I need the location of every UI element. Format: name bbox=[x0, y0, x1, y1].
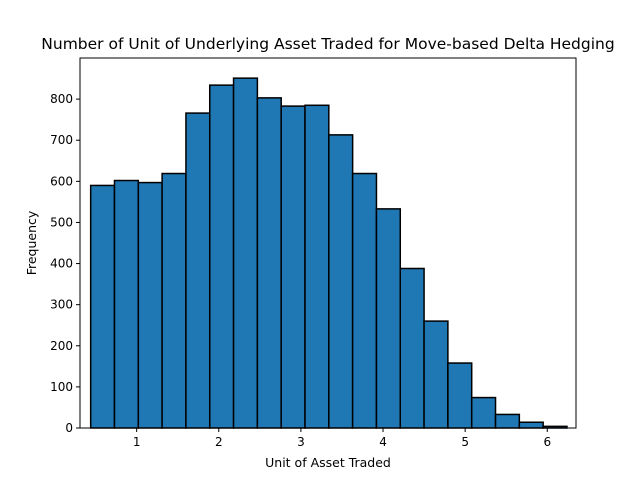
x-tick-label: 5 bbox=[461, 435, 469, 449]
histogram-bar bbox=[161, 172, 187, 429]
histogram-bar bbox=[304, 104, 330, 429]
y-axis-ticks: 0 100 200 300 400 500 600 700 800 bbox=[50, 92, 80, 435]
histogram-bar bbox=[518, 421, 544, 429]
y-tick-label: 500 bbox=[50, 215, 73, 229]
y-axis-label: Frequency bbox=[24, 210, 39, 275]
histogram-bar bbox=[447, 362, 473, 429]
x-tick-label: 2 bbox=[215, 435, 223, 449]
histogram-bar bbox=[113, 179, 140, 429]
x-axis-ticks: 1 2 3 4 5 6 bbox=[133, 428, 551, 449]
y-tick-label: 400 bbox=[50, 257, 73, 271]
x-tick-label: 6 bbox=[543, 435, 551, 449]
y-tick-label: 200 bbox=[50, 339, 73, 353]
histogram-bar bbox=[399, 267, 425, 429]
y-tick-label: 700 bbox=[50, 133, 73, 147]
x-tick-label: 3 bbox=[297, 435, 305, 449]
histogram-bar bbox=[280, 105, 306, 429]
histogram-bar bbox=[351, 172, 378, 429]
histogram-bar bbox=[89, 184, 116, 429]
y-tick-label: 800 bbox=[50, 92, 73, 106]
histogram-bar bbox=[256, 97, 282, 429]
plot-frame bbox=[79, 57, 577, 429]
histogram-bar bbox=[375, 208, 402, 429]
x-tick-label: 4 bbox=[379, 435, 387, 449]
histogram-bars bbox=[89, 77, 568, 429]
y-tick-label: 0 bbox=[65, 421, 73, 435]
chart-title: Number of Unit of Underlying Asset Trade… bbox=[41, 35, 614, 53]
histogram-bar bbox=[137, 181, 163, 429]
histogram-bar bbox=[494, 413, 521, 429]
histogram-bar bbox=[328, 134, 354, 429]
y-tick-label: 100 bbox=[50, 380, 73, 394]
histogram-bar bbox=[470, 396, 497, 429]
x-tick-label: 1 bbox=[133, 435, 141, 449]
histogram-bar bbox=[423, 320, 449, 429]
histogram-bar bbox=[185, 112, 211, 429]
histogram-bar bbox=[208, 84, 235, 429]
x-axis-label: Unit of Asset Traded bbox=[265, 455, 391, 470]
y-tick-label: 300 bbox=[50, 298, 73, 312]
y-tick-label: 600 bbox=[50, 174, 73, 188]
histogram-bar bbox=[232, 77, 259, 429]
